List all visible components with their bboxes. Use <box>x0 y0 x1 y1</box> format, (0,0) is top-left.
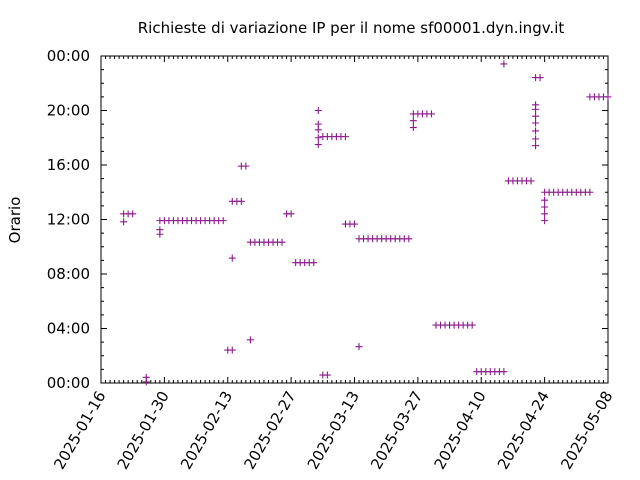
data-point <box>532 142 540 150</box>
data-point <box>604 93 612 101</box>
x-tick-label: 2025-02-27 <box>240 388 299 473</box>
y-tick-label: 00:00 <box>47 374 90 392</box>
x-tick-label: 2025-02-13 <box>177 388 236 473</box>
data-point <box>409 124 417 132</box>
data-point <box>409 117 417 125</box>
plot-border <box>100 55 609 384</box>
data-point <box>314 120 322 128</box>
data-point <box>532 135 540 143</box>
x-tick-label: 2025-01-30 <box>114 388 173 473</box>
y-axis: 00:00 04:00 08:00 12:00 16:00 20:00 00:00 <box>47 47 608 392</box>
data-point <box>427 110 435 118</box>
y-tick-label: 12:00 <box>47 211 90 229</box>
data-point <box>314 141 322 149</box>
data-point <box>323 371 331 379</box>
y-tick-label: 20:00 <box>47 102 90 120</box>
x-tick-label: 2025-04-10 <box>431 388 490 473</box>
y-tick-label: 08:00 <box>47 265 90 283</box>
chart-title: Richieste di variazione IP per il nome s… <box>138 19 565 37</box>
data-point <box>142 373 150 381</box>
x-axis: 2025-01-16 2025-01-30 2025-02-13 2025-02-27… <box>50 56 616 473</box>
data-point <box>500 368 508 376</box>
data-point <box>532 112 540 120</box>
data-point <box>541 217 549 225</box>
x-tick-label: 2025-05-08 <box>557 388 616 473</box>
data-point <box>287 210 295 218</box>
data-point <box>532 101 540 109</box>
data-point <box>541 203 549 211</box>
data-point <box>314 134 322 142</box>
data-point <box>541 196 549 204</box>
data-point <box>237 197 245 205</box>
data-point <box>228 346 236 354</box>
x-tick-label: 2025-04-24 <box>494 388 553 473</box>
x-tick-label: 2025-03-27 <box>367 388 426 473</box>
data-point <box>532 127 540 135</box>
data-point <box>278 238 286 246</box>
data-point <box>532 119 540 127</box>
data-point <box>586 188 594 196</box>
data-point <box>219 217 227 225</box>
x-tick-label: 2025-01-16 <box>50 388 109 473</box>
data-point <box>541 210 549 218</box>
data-point <box>341 133 349 141</box>
data-point <box>500 60 508 68</box>
data-point <box>405 235 413 243</box>
data-point <box>310 259 318 267</box>
x-tick-label: 2025-03-13 <box>304 388 363 473</box>
data-point <box>120 218 128 226</box>
data-point <box>228 254 236 262</box>
data-points <box>120 60 612 386</box>
data-point <box>242 162 250 170</box>
y-tick-label: 04:00 <box>47 320 90 338</box>
data-point <box>314 107 322 114</box>
data-point <box>536 74 544 82</box>
y-tick-label: 00:00 <box>47 47 90 65</box>
data-point <box>527 177 535 185</box>
y-axis-label: Orario <box>6 197 24 244</box>
data-point <box>351 220 358 228</box>
data-point <box>468 321 476 329</box>
data-point <box>246 336 254 344</box>
data-point <box>156 226 164 234</box>
data-point <box>129 210 137 218</box>
data-point <box>355 343 363 351</box>
y-tick-label: 16:00 <box>47 156 90 174</box>
